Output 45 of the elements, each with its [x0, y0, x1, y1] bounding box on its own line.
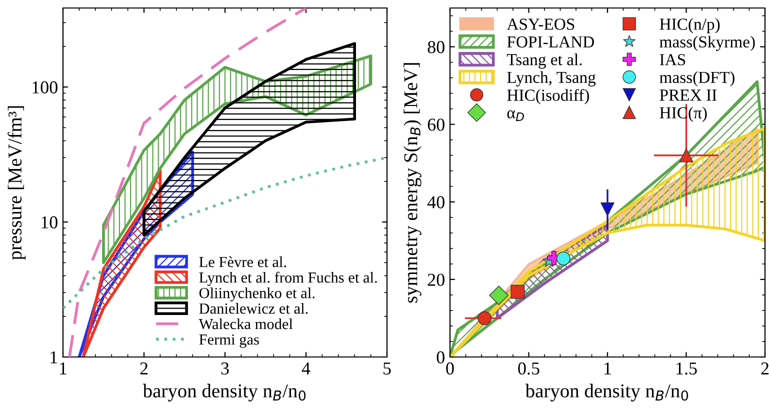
x-axis-title: baryon density n$_{B}$/n$_{0}$	[142, 384, 306, 402]
point	[478, 311, 492, 326]
legend-label: HIC(isodiff)	[507, 88, 589, 104]
y-tick-label: 80	[428, 41, 444, 54]
x-tick-label: 2	[140, 362, 148, 374]
legend-label: Lynch, Tsang	[507, 71, 596, 86]
x-tick-label: 4	[302, 362, 310, 374]
legend-label: FOPI-LAND	[507, 36, 594, 48]
y-tick-label: 10	[42, 216, 58, 228]
legend-label: IAS	[660, 54, 686, 66]
x-tick-label: 3	[221, 362, 229, 375]
legend-label: Le Fèvre et al.	[199, 256, 286, 268]
legend-label: Tsang et al.	[506, 54, 582, 69]
legend-label: mass(Skyrme)	[660, 36, 755, 51]
point	[679, 148, 694, 162]
y-tick-label: 1	[50, 351, 58, 364]
legend-label: α$_{D}$	[507, 110, 524, 122]
y-tick-label: 0	[436, 351, 444, 364]
y-axis-title: symmetry energy S(n$_{B}$) [MeV]	[404, 63, 422, 303]
point	[556, 252, 570, 266]
legend-label: ASY-EOS	[506, 18, 574, 30]
legend-label: HIC(n/p)	[660, 18, 720, 34]
y-tick-label: 20	[428, 274, 444, 286]
legend-label: Oliinychenko et al.	[199, 287, 314, 302]
y-tick-label: 60	[428, 118, 444, 131]
y-axis-title: pressure [MeV/fm³]	[8, 106, 26, 260]
legend-label: mass(DFT)	[660, 71, 734, 86]
point	[510, 284, 525, 299]
x-tick-label: 1	[604, 362, 611, 374]
legend-label: Walecka model	[198, 318, 293, 330]
legend-label: Fermi gas	[199, 334, 259, 348]
x-tick-label: 1.5	[676, 362, 697, 375]
x-tick-label: 1	[60, 362, 66, 374]
x-tick-label: 0	[446, 362, 454, 375]
y-tick-label: 100	[32, 81, 58, 94]
x-tick-label: 0.5	[518, 362, 540, 375]
legend-label: PREX II	[660, 90, 717, 101]
x-tick-label: 5	[384, 362, 391, 375]
x-tick-label: 2	[761, 362, 769, 374]
y-tick-label: 40	[427, 196, 444, 208]
point	[489, 286, 508, 306]
x-axis-title: baryon density n$_{B}$/n$_{0}$	[525, 384, 688, 402]
legend-label: Danielewicz et al.	[199, 302, 308, 314]
point	[600, 202, 614, 216]
legend-label: Lynch et al. from Fuchs et al.	[199, 272, 377, 286]
